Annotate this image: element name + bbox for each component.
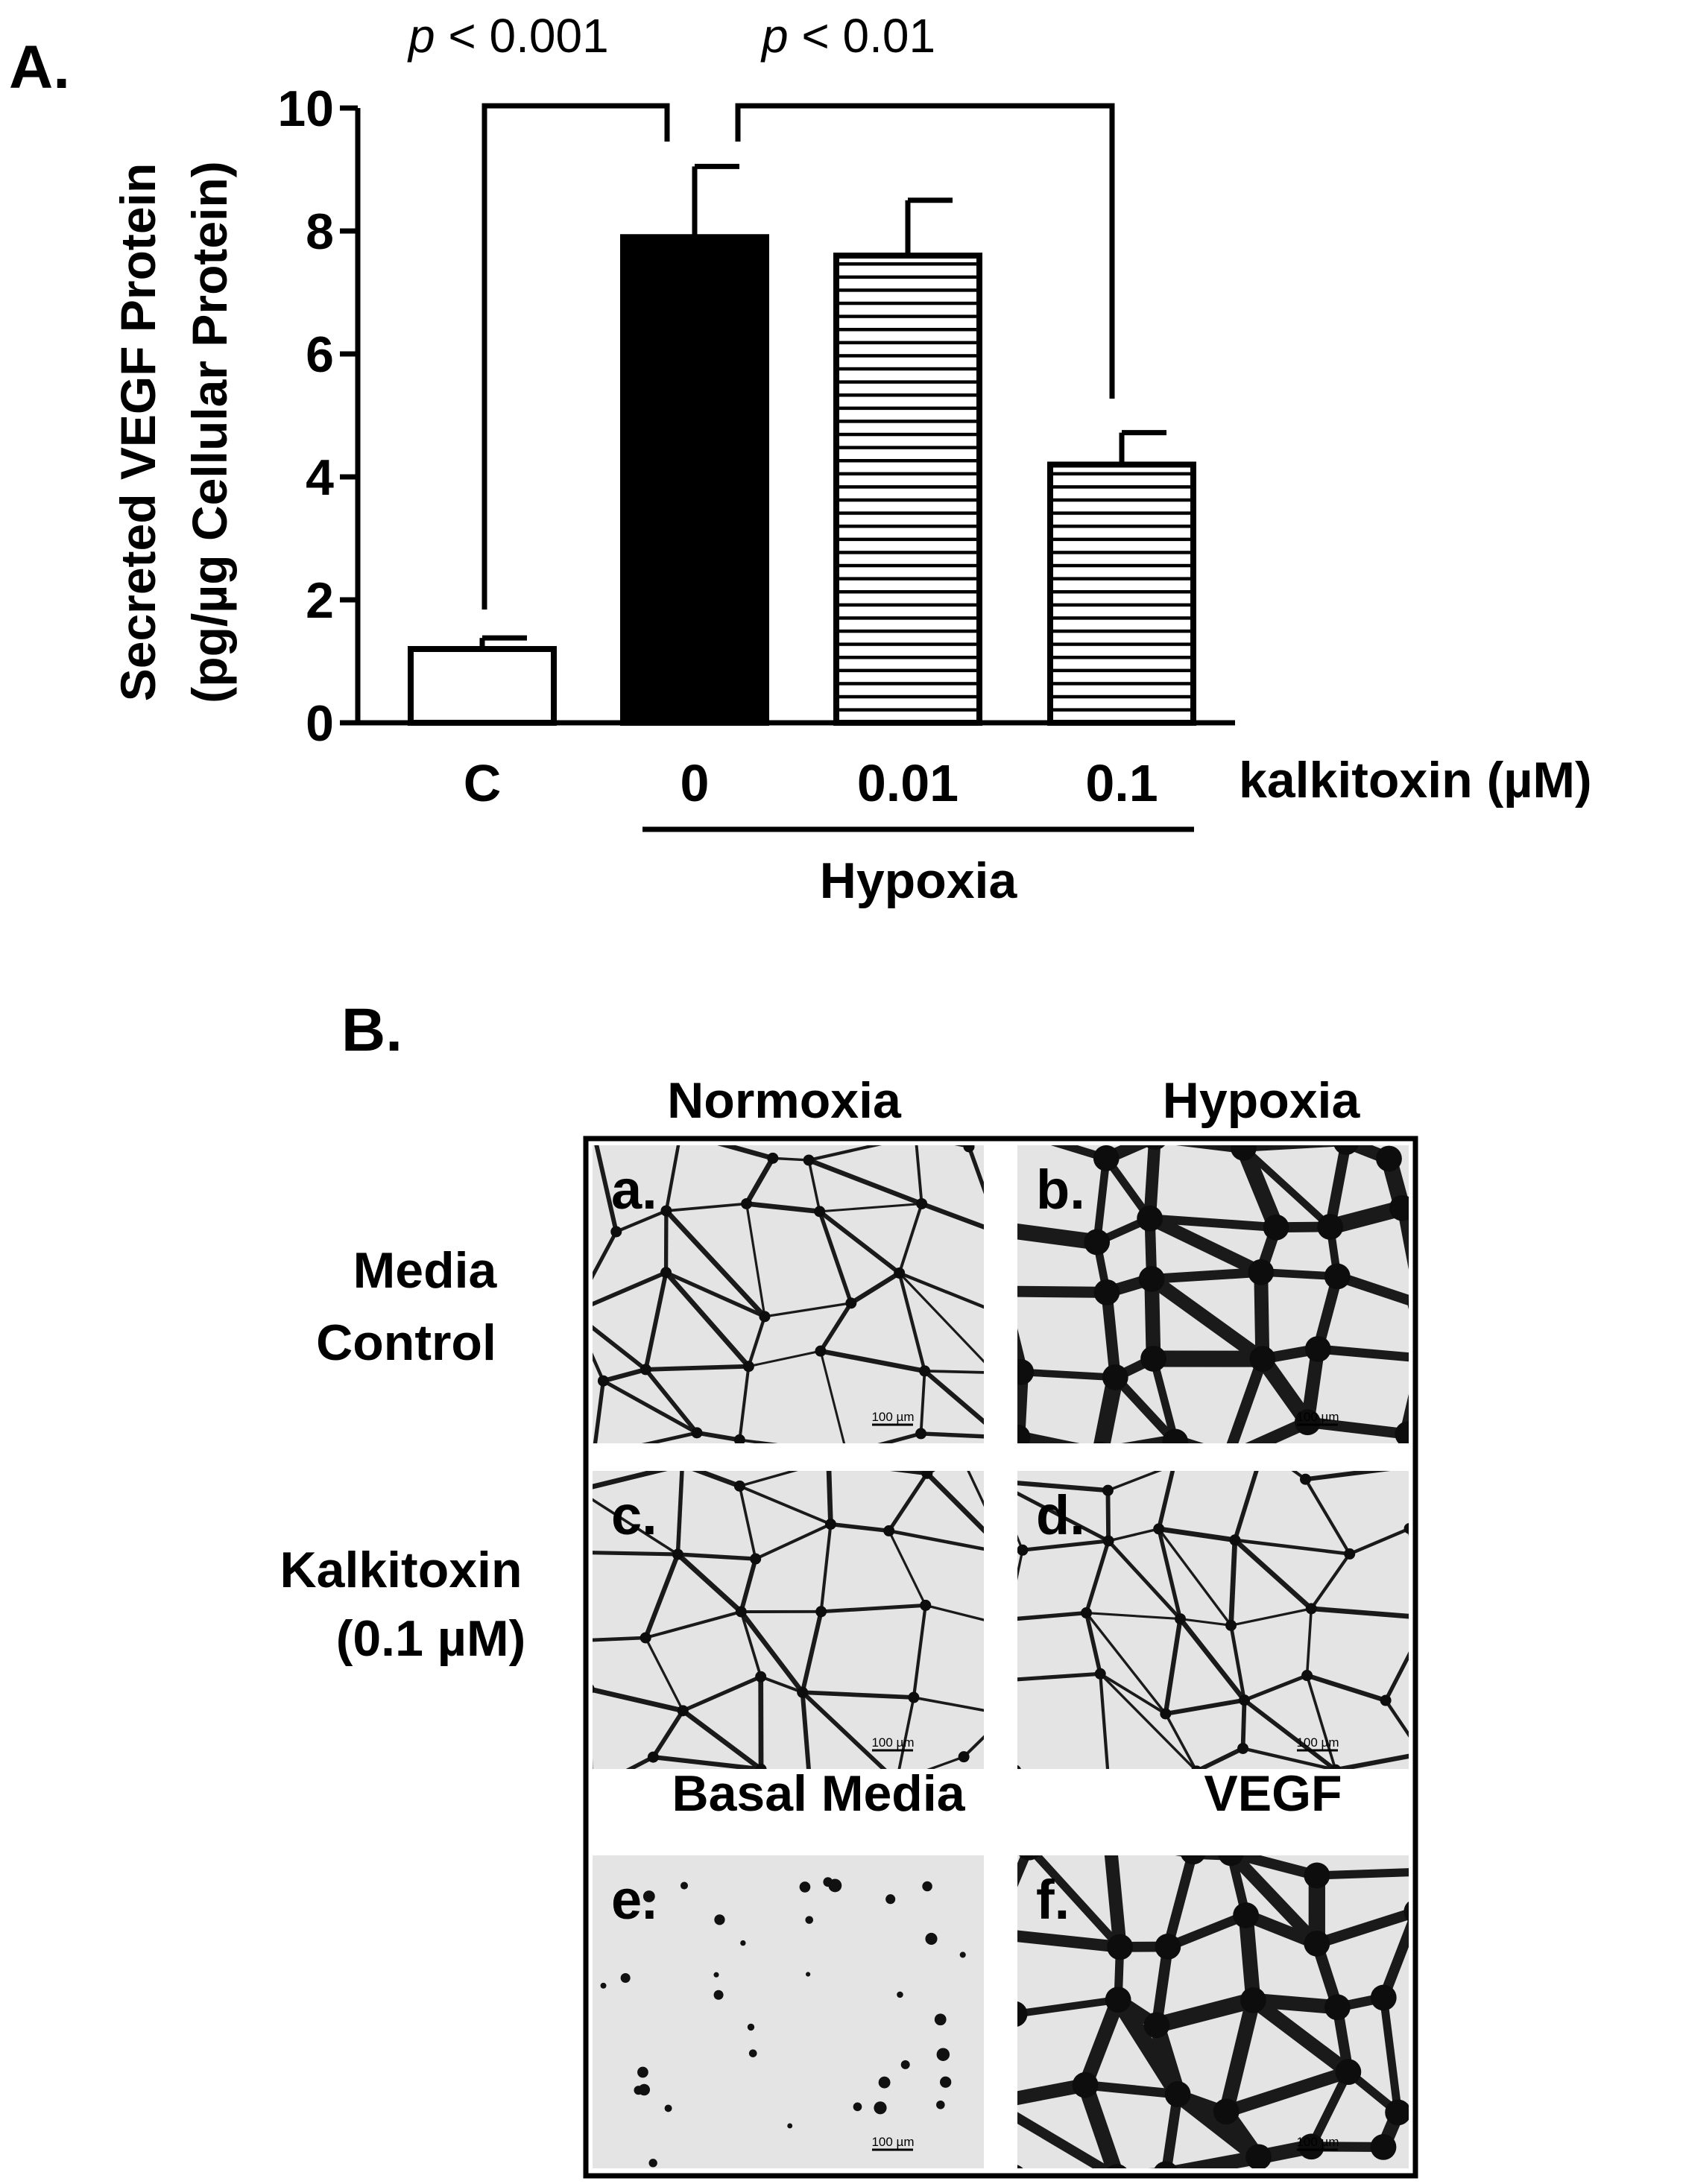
micrograph-letter: c. xyxy=(611,1484,657,1546)
micrograph-c: c. 100 µm xyxy=(593,1471,984,1769)
column-header-hypoxia: Hypoxia xyxy=(1163,1072,1361,1129)
micrograph-letter: d. xyxy=(1036,1484,1085,1546)
panel-a: A. Secreted VEGF Protein (pg/µg Cellular… xyxy=(9,9,1592,909)
micrograph-tiles: a. 100 µm b. 100 µm c. 100 µm d. 100 µm e. 100 µm… xyxy=(593,1145,1409,2168)
p-value-2: p < 0.01 xyxy=(760,9,935,63)
micrograph-letter: f. xyxy=(1036,1869,1070,1931)
row-header-basal-media: Basal Media xyxy=(672,1765,965,1822)
scale-bar-label: 100 µm xyxy=(871,1410,914,1424)
y-axis-title-line2: (pg/µg Cellular Protein) xyxy=(182,161,237,703)
x-axis-title: kalkitoxin (µM) xyxy=(1239,752,1592,808)
y-ticks xyxy=(340,105,358,726)
error-bars xyxy=(479,163,1166,649)
p-value-1: p < 0.001 xyxy=(407,9,609,63)
bar-C xyxy=(408,646,557,726)
significance-bracket-2: p < 0.01 xyxy=(735,9,1115,399)
row-label-media-line1: Media xyxy=(353,1242,498,1299)
y-axis-title-line1: Secreted VEGF Protein xyxy=(110,163,165,702)
panel-b: B. Normoxia Hypoxia Media Control Kalkit… xyxy=(280,996,1418,2179)
micrograph-letter: e. xyxy=(611,1869,657,1931)
scale-bar-label: 100 µm xyxy=(871,1735,914,1750)
micrograph-letter: b. xyxy=(1036,1159,1085,1221)
y-tick-label: 6 xyxy=(306,326,334,383)
p-symbol-2: p xyxy=(760,9,789,63)
error-bar-C xyxy=(479,635,527,649)
bar-0 xyxy=(620,234,769,726)
error-bar-0 xyxy=(692,163,739,238)
p-text-1: < 0.001 xyxy=(435,9,609,63)
x-tick-label: 0 xyxy=(681,754,710,812)
micrograph-e: e. 100 µm xyxy=(593,1855,984,2168)
row-label-kalkitoxin-line2: (0.1 µM) xyxy=(336,1610,526,1667)
p-text-2: < 0.01 xyxy=(789,9,936,63)
micrograph-letter: a. xyxy=(611,1159,657,1221)
scale-bar-label: 100 µm xyxy=(1296,1735,1339,1750)
micrograph-a: a. 100 µm xyxy=(593,1145,984,1443)
micrograph-f: f. 100 µm xyxy=(1017,1855,1409,2168)
y-tick-label: 2 xyxy=(306,572,334,629)
error-bar-0-01 xyxy=(905,197,953,256)
bars xyxy=(408,234,1196,726)
y-tick-label: 4 xyxy=(306,449,334,506)
y-tick-labels: 0 2 4 6 8 10 xyxy=(277,80,334,752)
scale-bar-label: 100 µm xyxy=(871,2135,914,2149)
panel-a-label: A. xyxy=(9,34,70,101)
y-tick-label: 0 xyxy=(306,695,334,752)
scale-bar-label: 100 µm xyxy=(1296,1410,1339,1424)
x-tick-labels: C 0 0.01 0.1 xyxy=(464,754,1158,812)
micrograph-b: b. 100 µm xyxy=(1017,1145,1409,1443)
hypoxia-group-label: Hypoxia xyxy=(820,852,1018,909)
scale-bar-label: 100 µm xyxy=(1296,2135,1339,2149)
x-tick-label: 0.01 xyxy=(857,754,959,812)
y-axis-title: Secreted VEGF Protein (pg/µg Cellular Pr… xyxy=(110,161,237,703)
bar-0-1 xyxy=(1047,461,1196,726)
micrograph-d: d. 100 µm xyxy=(1017,1471,1409,1769)
x-tick-label: 0.1 xyxy=(1085,754,1158,812)
error-bar-0-1 xyxy=(1119,430,1166,465)
significance-bracket-1: p < 0.001 xyxy=(407,9,670,610)
p-symbol-1: p xyxy=(407,9,435,63)
panel-b-label: B. xyxy=(341,996,402,1064)
row-header-vegf: VEGF xyxy=(1204,1765,1342,1822)
column-header-normoxia: Normoxia xyxy=(667,1072,902,1129)
y-tick-label: 10 xyxy=(277,80,334,137)
row-label-kalkitoxin-line1: Kalkitoxin xyxy=(280,1542,522,1598)
row-label-media-line2: Control xyxy=(316,1314,496,1371)
bar-0-01 xyxy=(833,253,982,726)
y-tick-label: 8 xyxy=(306,203,334,260)
x-tick-label: C xyxy=(464,754,502,812)
